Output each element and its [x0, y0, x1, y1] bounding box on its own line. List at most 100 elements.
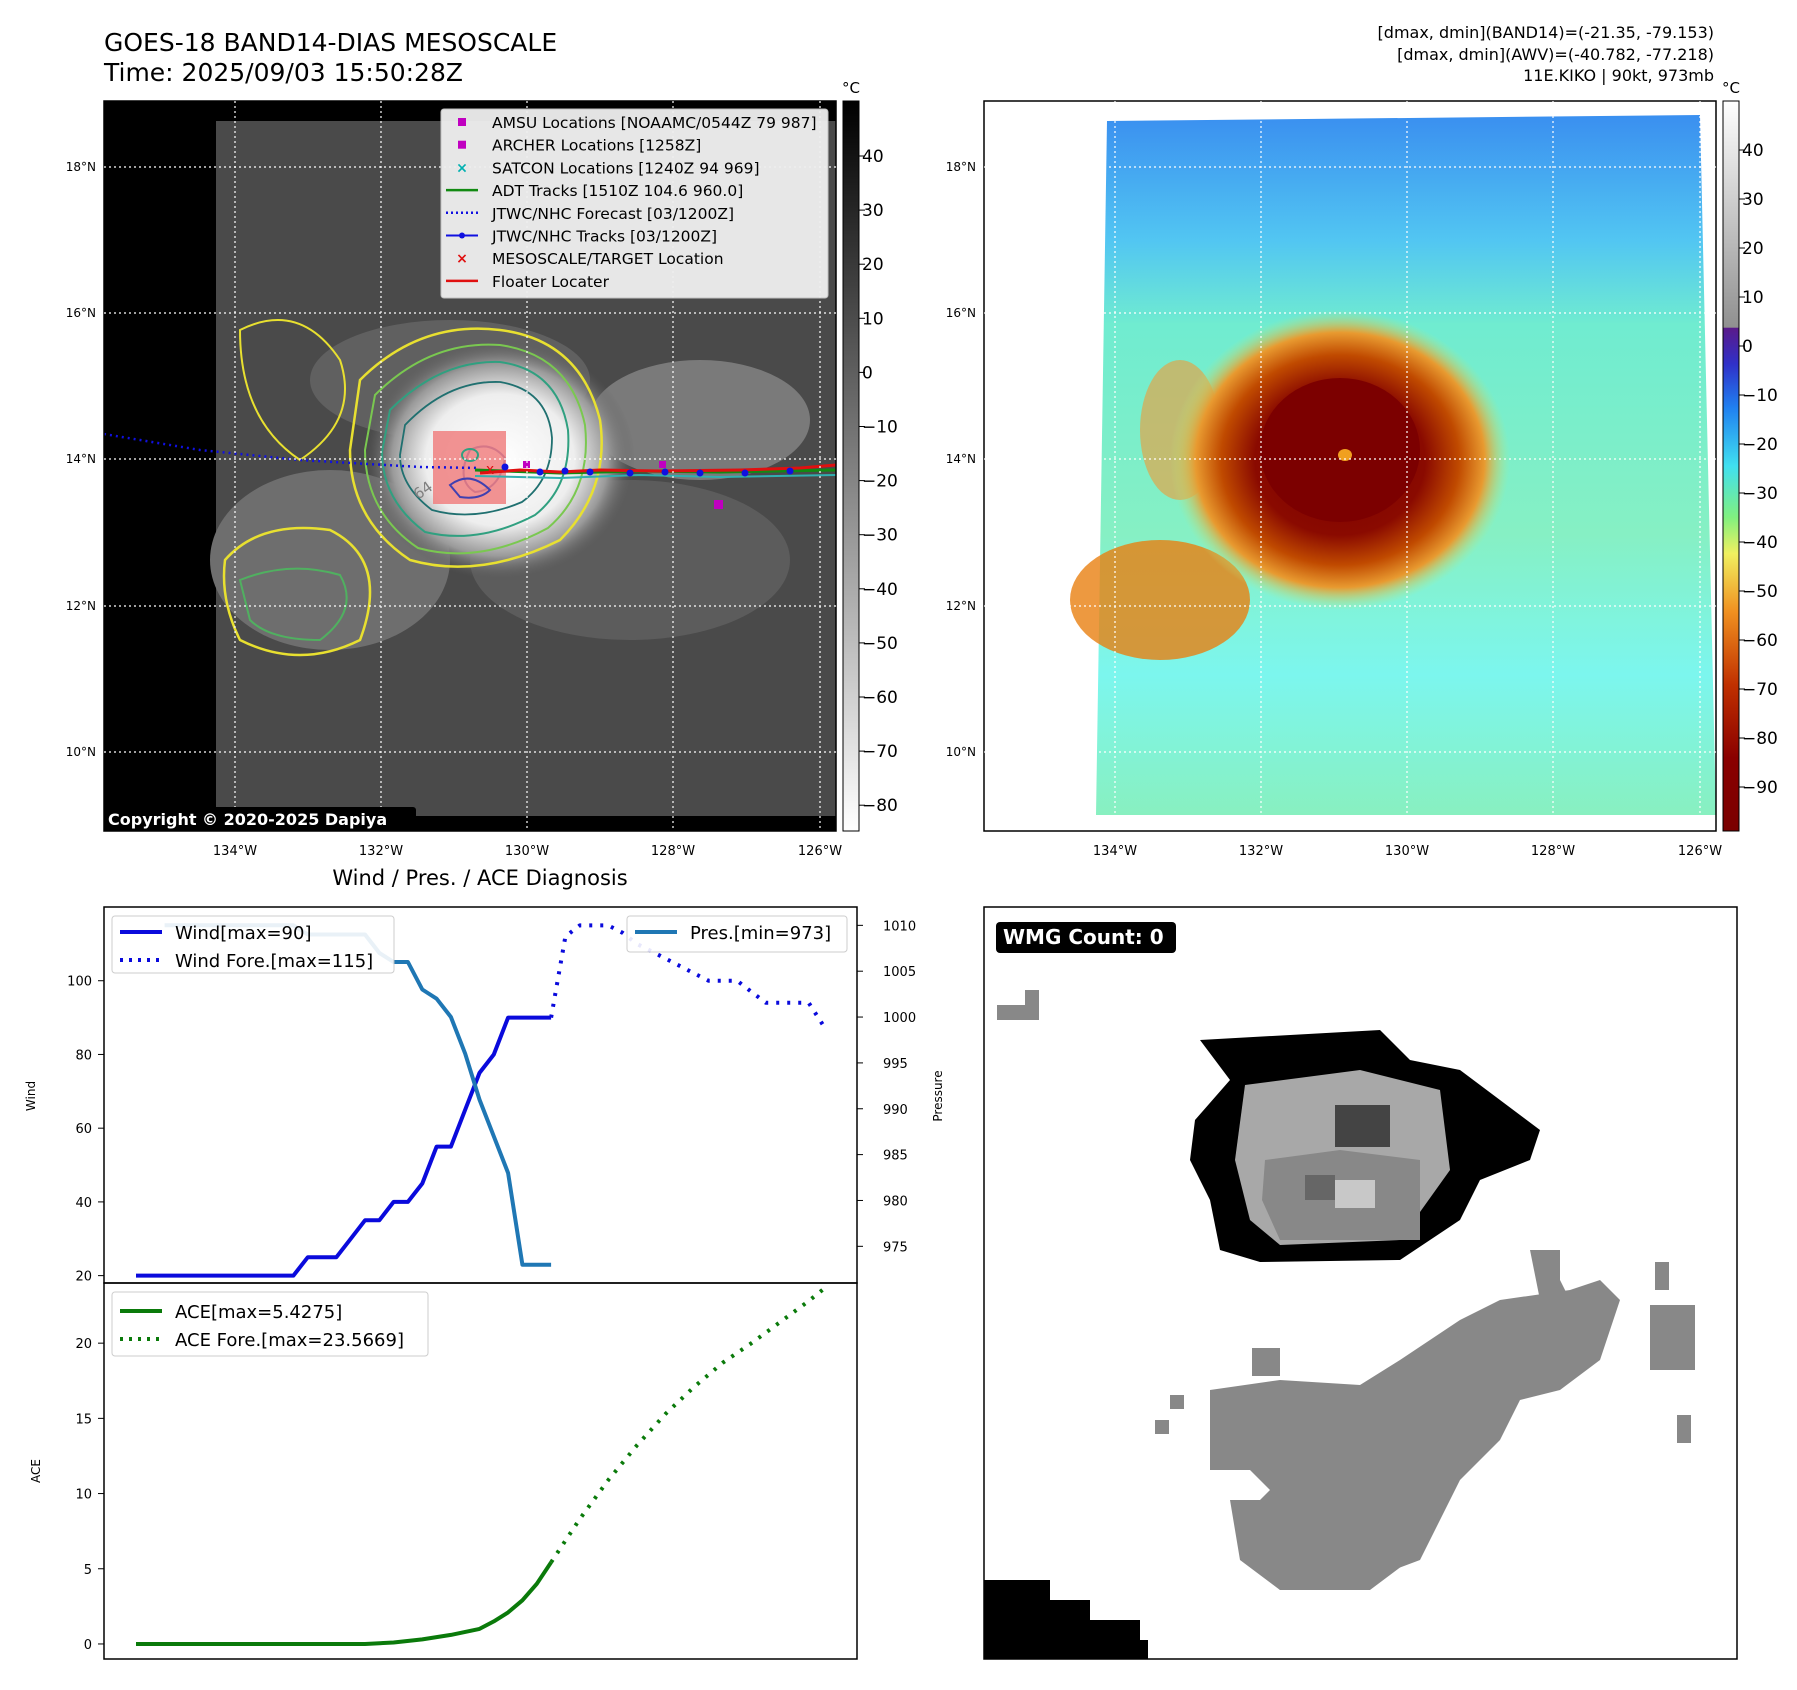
lat-tick-label: 10°N — [946, 745, 976, 759]
ace-forecast-legend-label: ACE Fore.[max=23.5669] — [175, 1330, 404, 1351]
lat-tick-label: 18°N — [66, 160, 96, 174]
y-right-tick-label: 1005 — [883, 965, 916, 980]
series-line — [136, 1561, 553, 1646]
bw-colorbar-tick: 0 — [862, 363, 873, 383]
color-satellite-map — [984, 101, 1716, 831]
diagnosis-title: Wind / Pres. / ACE Diagnosis — [332, 866, 627, 890]
bw-colorbar-tick: 10 — [862, 309, 884, 329]
color-colorbar: °C 40 30 20 10 0 −10 −20 −30 −40 −50 −60 −70 −80 −90 — [1722, 79, 1778, 832]
y-tick-label: 20 — [75, 1337, 92, 1352]
bw-colorbar-tick: −10 — [862, 418, 898, 438]
color-colorbar-tick: −60 — [1742, 631, 1778, 651]
color-colorbar-tick: 30 — [1742, 190, 1764, 210]
bw-colorbar-tick: 40 — [862, 147, 884, 167]
lon-tick-label: 130°W — [1385, 844, 1429, 859]
color-colorbar-tick: −90 — [1742, 778, 1778, 798]
pressure-axis-label: Pressure — [931, 1070, 945, 1121]
legend-label: ADT Tracks [1510Z 104.6 960.0] — [492, 182, 743, 200]
color-colorbar-tick: −20 — [1742, 435, 1778, 455]
bw-colorbar-tick: 20 — [862, 255, 884, 275]
y-tick-label: 15 — [75, 1412, 92, 1427]
y-tick-label: 10 — [75, 1488, 92, 1503]
legend-label: Floater Locater — [492, 273, 610, 291]
color-colorbar-tick: −70 — [1742, 680, 1778, 700]
y-tick-label: 60 — [75, 1122, 92, 1137]
svg-text:×: × — [456, 160, 468, 176]
wind-legend: Wind[max=90] Wind Fore.[max=115] — [111, 915, 395, 974]
info-storm: 11E.KIKO | 90kt, 973mb — [1523, 66, 1714, 85]
lon-tick-label: 126°W — [798, 844, 842, 859]
bw-colorbar-tick: −70 — [862, 742, 898, 762]
lat-tick-label: 12°N — [946, 599, 976, 613]
ace-legend-label: ACE[max=5.4275] — [175, 1302, 342, 1323]
color-colorbar-tick: 10 — [1742, 288, 1764, 308]
lon-tick-label: 134°W — [213, 844, 257, 859]
color-map-frame — [983, 100, 1717, 832]
legend-label: ARCHER Locations [1258Z] — [492, 137, 701, 155]
svg-text:×: × — [456, 251, 468, 267]
lat-tick-label: 14°N — [946, 452, 976, 466]
series-line — [549, 1287, 825, 1564]
color-colorbar-unit: °C — [1722, 79, 1740, 97]
y-right-tick-label: 1000 — [883, 1011, 916, 1026]
color-colorbar-tick: 0 — [1742, 337, 1753, 357]
wind-pressure-chart: 20 40 60 80 100 975 980 985 990 995 1000 1005 1010 — [67, 919, 916, 1284]
bw-colorbar-unit: °C — [842, 79, 860, 97]
info-band14: [dmax, dmin](BAND14)=(-21.35, -79.153) — [1378, 23, 1714, 42]
pressure-legend-label: Pres.[min=973] — [690, 923, 831, 944]
y-right-tick-label: 995 — [883, 1057, 908, 1072]
bw-colorbar: °C 40 30 20 10 0 −10 −20 −30 −40 −50 −60 −70 −80 — [842, 79, 898, 832]
lon-tick-label: 130°W — [505, 844, 549, 859]
wind-axis-label: Wind — [24, 1081, 38, 1111]
y-right-tick-label: 985 — [883, 1149, 908, 1164]
lat-tick-label: 16°N — [66, 306, 96, 320]
bw-colorbar-tick: −60 — [862, 688, 898, 708]
legend-symbol: × — [456, 160, 468, 176]
figure-title: GOES-18 BAND14-DIAS MESOSCALE — [104, 28, 557, 57]
legend-label: JTWC/NHC Tracks [03/1200Z] — [491, 228, 717, 246]
info-awv: [dmax, dmin](AWV)=(-40.782, -77.218) — [1397, 45, 1714, 64]
lon-tick-label: 126°W — [1678, 844, 1722, 859]
bw-colorbar-tick: −50 — [862, 634, 898, 654]
bw-colorbar-tick: −30 — [862, 526, 898, 546]
y-tick-label: 5 — [84, 1563, 92, 1578]
legend-symbol — [458, 118, 466, 126]
map-legend: AMSU Locations [NOAAMC/0544Z 79 987] ARCH… — [440, 108, 829, 299]
legend-label: JTWC/NHC Forecast [03/1200Z] — [491, 205, 734, 223]
lat-tick-label: 14°N — [66, 452, 96, 466]
ace-axis-label: ACE — [29, 1459, 43, 1483]
lon-tick-label: 132°W — [359, 844, 403, 859]
series-line — [136, 1015, 552, 1278]
figure-time: Time: 2025/09/03 15:50:28Z — [103, 58, 463, 87]
bw-colorbar-tick: −40 — [862, 580, 898, 600]
y-right-tick-label: 990 — [883, 1103, 908, 1118]
wmg-panel: WMG Count: 0 — [983, 906, 1738, 1660]
color-colorbar-tick: −10 — [1742, 386, 1778, 406]
lon-tick-label: 128°W — [651, 844, 695, 859]
legend-symbol: × — [456, 251, 468, 267]
lat-tick-label: 12°N — [66, 599, 96, 613]
y-right-tick-label: 975 — [883, 1240, 908, 1255]
lon-tick-label: 128°W — [1531, 844, 1575, 859]
lat-tick-label: 18°N — [946, 160, 976, 174]
bw-colorbar-tick: 30 — [862, 201, 884, 221]
wind-legend-label: Wind[max=90] — [175, 923, 312, 944]
lat-tick-label: 10°N — [66, 745, 96, 759]
y-tick-label: 80 — [75, 1048, 92, 1063]
legend-symbol — [446, 232, 478, 239]
color-colorbar-tick: 40 — [1742, 141, 1764, 161]
color-colorbar-tick: 20 — [1742, 239, 1764, 259]
legend-label: AMSU Locations [NOAAMC/0544Z 79 987] — [492, 114, 817, 132]
ace-legend: ACE[max=5.4275] ACE Fore.[max=23.5669] — [111, 1291, 429, 1357]
series-line — [549, 923, 825, 1027]
y-right-tick-label: 1010 — [883, 919, 916, 934]
lon-tick-label: 132°W — [1239, 844, 1283, 859]
color-colorbar-tick: −80 — [1742, 729, 1778, 749]
color-colorbar-tick: −30 — [1742, 484, 1778, 504]
copyright-badge: Copyright © 2020-2025 Dapiya — [104, 807, 416, 831]
lat-tick-label: 16°N — [946, 306, 976, 320]
wmg-pixel-field — [984, 990, 1695, 1659]
legend-label: SATCON Locations [1240Z 94 969] — [492, 159, 760, 177]
y-tick-label: 20 — [75, 1270, 92, 1285]
